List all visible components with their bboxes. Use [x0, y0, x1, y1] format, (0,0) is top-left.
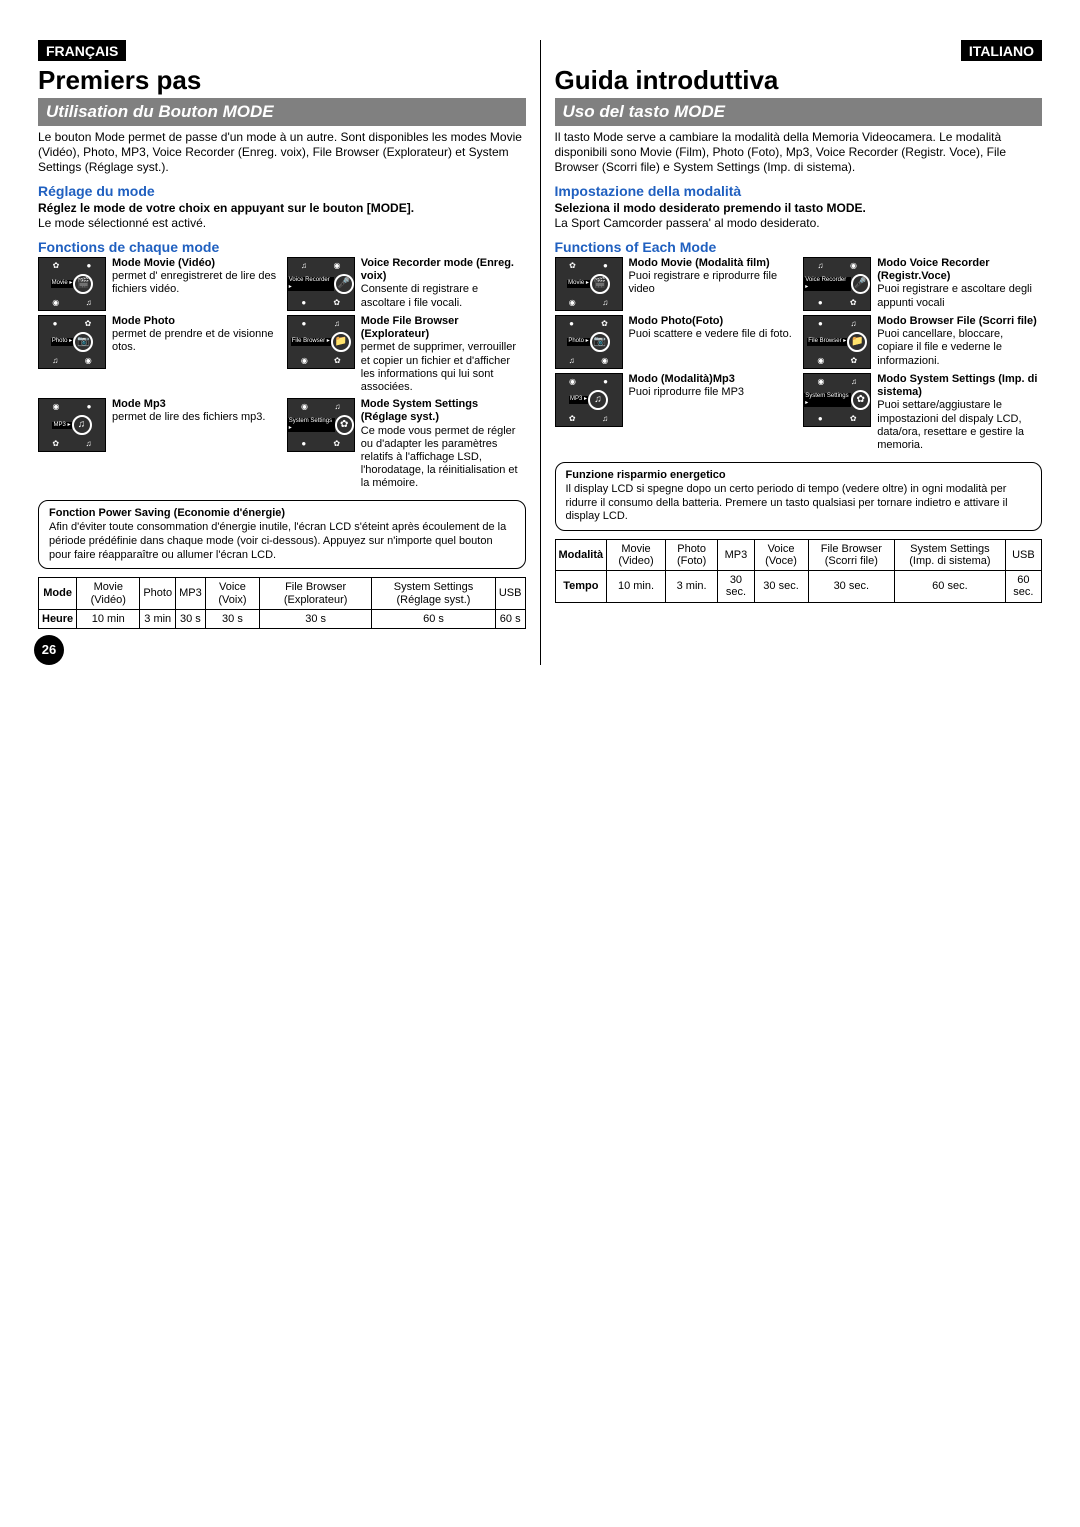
section-title-it: Uso del tasto MODE — [555, 98, 1043, 126]
mode-item: ♫◉ Voice Recorder ▸🎤 ●✿ Voice Recorder m… — [287, 257, 526, 311]
section-title-fr: Utilisation du Bouton MODE — [38, 98, 526, 126]
mode-desc: Mode Mp3permet de lire des fichiers mp3. — [112, 398, 265, 424]
mode-thumb: ✿● Movie ▸🎬 ◉♫ — [38, 257, 106, 311]
intro-text-fr: Le bouton Mode permet de passe d'un mode… — [38, 130, 526, 175]
power-saving-note-fr: Fonction Power Saving (Economie d'énergi… — [38, 500, 526, 569]
table-row: Modalità Movie (Video) Photo (Foto) MP3 … — [555, 540, 1042, 571]
timing-table-it: Modalità Movie (Video) Photo (Foto) MP3 … — [555, 539, 1043, 602]
mode-item: ♫◉ Voice Recorder ▸🎤 ●✿ Modo Voice Recor… — [803, 257, 1042, 311]
mode-thumb: ◉● MP3 ▸♫ ✿♫ — [555, 373, 623, 427]
mode-item: ●✿ Photo ▸📷 ♫◉ Modo Photo(Foto)Puoi scat… — [555, 315, 794, 369]
setting-body-it: Seleziona il modo desiderato premendo il… — [555, 201, 1043, 231]
modes-grid-it: ✿● Movie ▸🎬 ◉♫ Modo Movie (Modalità film… — [555, 257, 1043, 452]
column-french: FRANÇAIS Premiers pas Utilisation du Bou… — [30, 40, 541, 665]
mode-desc: Mode Movie (Vidéo)permet d' enregistrere… — [112, 257, 277, 297]
mode-thumb: ✿● Movie ▸🎬 ◉♫ — [555, 257, 623, 311]
mode-item: ●✿ Photo ▸📷 ♫◉ Mode Photopermet de prend… — [38, 315, 277, 394]
chapter-title-it: Guida introduttiva — [555, 65, 1043, 96]
table-row: Heure 10 min 3 min 30 s 30 s 30 s 60 s 6… — [39, 609, 526, 628]
mode-item: ✿● Movie ▸🎬 ◉♫ Modo Movie (Modalità film… — [555, 257, 794, 311]
mode-thumb: ●✿ Photo ▸📷 ♫◉ — [38, 315, 106, 369]
mode-item: ◉♫ System Settings ▸✿ ●✿ Modo System Set… — [803, 373, 1042, 452]
mode-thumb: ◉♫ System Settings ▸✿ ●✿ — [287, 398, 355, 452]
mode-desc: Modo (Modalità)Mp3Puoi riprodurre file M… — [629, 373, 745, 399]
functions-heading-it: Functions of Each Mode — [555, 239, 1043, 255]
setting-heading-it: Impostazione della modalità — [555, 183, 1043, 199]
mode-thumb: ●✿ Photo ▸📷 ♫◉ — [555, 315, 623, 369]
mode-desc: Modo Photo(Foto)Puoi scattere e vedere f… — [629, 315, 792, 341]
lang-badge-fr: FRANÇAIS — [38, 40, 126, 61]
setting-text-it: La Sport Camcorder passera' al modo desi… — [555, 216, 820, 230]
manual-page: FRANÇAIS Premiers pas Utilisation du Bou… — [0, 0, 1080, 685]
setting-bold-it: Seleziona il modo desiderato premendo il… — [555, 201, 866, 215]
mode-item: ◉● MP3 ▸♫ ✿♫ Modo (Modalità)Mp3Puoi ripr… — [555, 373, 794, 452]
mode-desc: Modo System Settings (Imp. di sistema)Pu… — [877, 373, 1042, 452]
setting-text-fr: Le mode sélectionné est activé. — [38, 216, 206, 230]
mode-item: ●♫ File Browser ▸📁 ◉✿ Modo Browser File … — [803, 315, 1042, 369]
modes-grid-fr: ✿● Movie ▸🎬 ◉♫ Mode Movie (Vidéo)permet … — [38, 257, 526, 490]
table-row: Mode Movie (Vidéo) Photo MP3 Voice (Voix… — [39, 578, 526, 609]
note-title-fr: Fonction Power Saving (Economie d'énergi… — [49, 507, 285, 519]
note-body-fr: Afin d'éviter toute consommation d'énerg… — [49, 521, 506, 561]
setting-body-fr: Réglez le mode de votre choix en appuyan… — [38, 201, 526, 231]
note-title-it: Funzione risparmio energetico — [566, 469, 726, 481]
mode-desc: Mode File Browser (Explorateur)permet de… — [361, 315, 526, 394]
mode-desc: Mode System Settings (Réglage syst.)Ce m… — [361, 398, 526, 490]
mode-thumb: ●♫ File Browser ▸📁 ◉✿ — [803, 315, 871, 369]
lang-badge-it: ITALIANO — [961, 40, 1042, 61]
table-row: Tempo 10 min. 3 min. 30 sec. 30 sec. 30 … — [555, 571, 1042, 602]
chapter-title-fr: Premiers pas — [38, 65, 526, 96]
mode-thumb: ●♫ File Browser ▸📁 ◉✿ — [287, 315, 355, 369]
setting-bold-fr: Réglez le mode de votre choix en appuyan… — [38, 201, 414, 215]
mode-thumb: ♫◉ Voice Recorder ▸🎤 ●✿ — [803, 257, 871, 311]
mode-item: ✿● Movie ▸🎬 ◉♫ Mode Movie (Vidéo)permet … — [38, 257, 277, 311]
timing-table-fr: Mode Movie (Vidéo) Photo MP3 Voice (Voix… — [38, 577, 526, 628]
mode-item: ◉♫ System Settings ▸✿ ●✿ Mode System Set… — [287, 398, 526, 490]
mode-desc: Modo Voice Recorder (Registr.Voce)Puoi r… — [877, 257, 1042, 310]
mode-desc: Modo Browser File (Scorri file)Puoi canc… — [877, 315, 1042, 368]
mode-thumb: ◉♫ System Settings ▸✿ ●✿ — [803, 373, 871, 427]
page-number: 26 — [34, 635, 64, 665]
functions-heading-fr: Fonctions de chaque mode — [38, 239, 526, 255]
power-saving-note-it: Funzione risparmio energetico Il display… — [555, 462, 1043, 531]
mode-item: ●♫ File Browser ▸📁 ◉✿ Mode File Browser … — [287, 315, 526, 394]
setting-heading-fr: Réglage du mode — [38, 183, 526, 199]
mode-desc: Modo Movie (Modalità film)Puoi registrar… — [629, 257, 794, 297]
mode-thumb: ◉● MP3 ▸♫ ✿♫ — [38, 398, 106, 452]
note-body-it: Il display LCD si spegne dopo un certo p… — [566, 483, 1008, 523]
intro-text-it: Il tasto Mode serve a cambiare la modali… — [555, 130, 1043, 175]
mode-desc: Mode Photopermet de prendre et de vision… — [112, 315, 277, 355]
column-italian: ITALIANO Guida introduttiva Uso del tast… — [541, 40, 1051, 665]
mode-thumb: ♫◉ Voice Recorder ▸🎤 ●✿ — [287, 257, 355, 311]
mode-desc: Voice Recorder mode (Enreg. voix)Consent… — [361, 257, 526, 310]
mode-item: ◉● MP3 ▸♫ ✿♫ Mode Mp3permet de lire des … — [38, 398, 277, 490]
